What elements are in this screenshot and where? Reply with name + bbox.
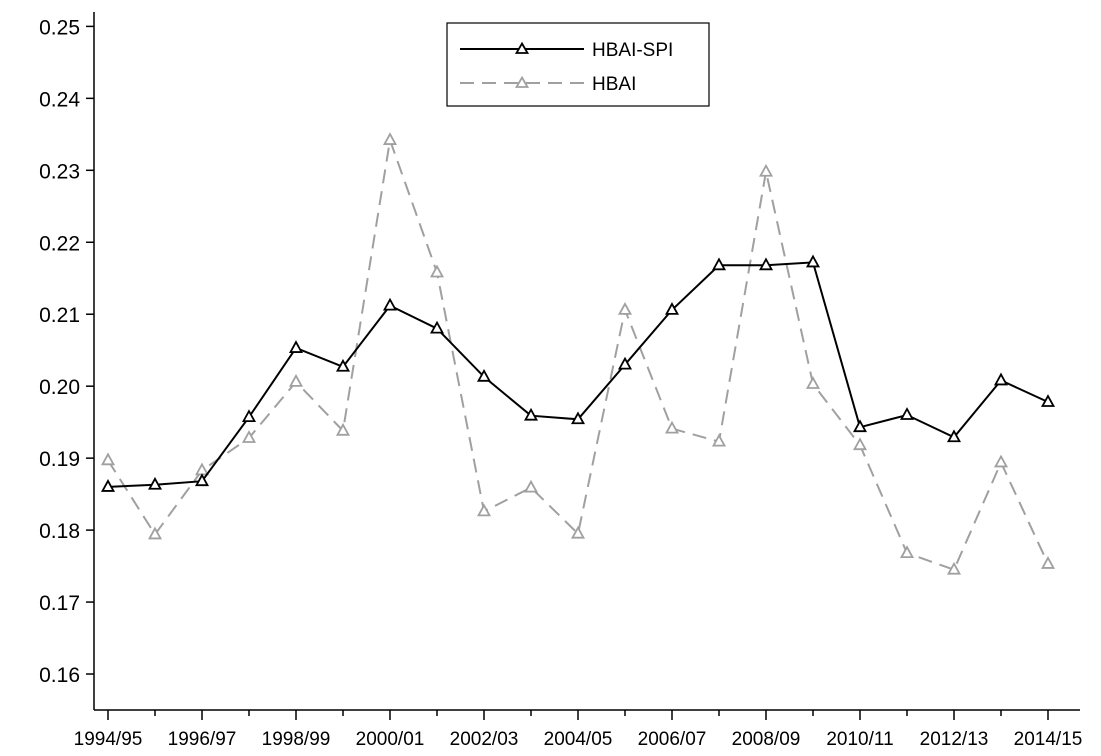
data-point-hbai xyxy=(664,420,680,434)
data-point-hbai-spi xyxy=(335,358,351,372)
x-ticks: 1994/95 1996/97 1998/99 2000/01 2002/03 2004/… xyxy=(74,710,1083,750)
data-point-hbai xyxy=(946,561,962,575)
data-point-hbai-spi xyxy=(476,368,492,382)
x-tick-label: 2002/03 xyxy=(450,729,519,750)
x-tick-label: 2000/01 xyxy=(356,729,425,750)
legend-marker-hbai-spi xyxy=(514,41,530,54)
data-point-hbai xyxy=(147,526,163,540)
x-tick-label: 2008/09 xyxy=(732,729,801,750)
data-point-hbai xyxy=(100,452,116,466)
x-tick-label: 2006/07 xyxy=(638,729,707,750)
x-tick-label: 2010/11 xyxy=(826,729,893,750)
y-tick-label: 0.17 xyxy=(39,592,80,615)
series-hbai-spi xyxy=(100,254,1056,492)
data-point-hbai-spi xyxy=(1040,394,1056,407)
data-point-hbai xyxy=(335,422,351,436)
data-point-hbai xyxy=(194,462,210,476)
data-point-hbai xyxy=(852,437,868,451)
y-tick-label: 0.25 xyxy=(39,16,80,39)
series-layer xyxy=(100,132,1056,575)
data-point-hbai xyxy=(476,503,492,517)
y-tick-label: 0.19 xyxy=(39,448,80,471)
data-point-hbai xyxy=(382,132,398,145)
data-point-hbai-spi xyxy=(711,257,727,271)
legend-label-hbai-spi: HBAI-SPI xyxy=(592,40,673,61)
x-tick-label: 1994/95 xyxy=(74,729,143,750)
legend-label-hbai: HBAI xyxy=(592,74,636,95)
y-tick-label: 0.16 xyxy=(39,664,80,687)
data-point-hbai-spi xyxy=(617,356,633,370)
x-tick-label: 2004/05 xyxy=(544,729,613,750)
y-tick-label: 0.23 xyxy=(39,160,80,183)
data-point-hbai-spi xyxy=(664,302,680,315)
data-point-hbai xyxy=(1040,556,1056,569)
data-point-hbai-spi xyxy=(852,419,868,433)
data-point-hbai-spi xyxy=(946,429,962,443)
data-point-hbai-spi xyxy=(194,473,210,487)
y-tick-label: 0.22 xyxy=(39,232,80,255)
data-point-hbai-spi xyxy=(758,257,774,271)
data-point-hbai-spi xyxy=(429,320,445,334)
y-tick-label: 0.21 xyxy=(39,304,80,327)
data-point-hbai-spi xyxy=(288,340,304,353)
data-point-hbai xyxy=(570,525,586,539)
axes xyxy=(93,12,1080,711)
data-point-hbai-spi xyxy=(899,407,915,420)
x-tick-label: 2012/13 xyxy=(920,729,989,750)
y-tick-label: 0.18 xyxy=(39,520,80,543)
data-point-hbai-spi xyxy=(805,254,821,268)
data-point-hbai xyxy=(288,374,304,387)
data-point-hbai-spi xyxy=(147,476,163,490)
data-point-hbai xyxy=(805,376,821,389)
data-point-hbai-spi xyxy=(100,479,116,492)
data-point-hbai xyxy=(523,479,539,493)
series-hbai xyxy=(100,132,1056,575)
data-point-hbai-spi xyxy=(382,297,398,311)
data-point-hbai xyxy=(711,433,727,447)
data-point-hbai xyxy=(241,430,257,443)
legend: HBAI-SPI HBAI xyxy=(446,22,710,107)
data-point-hbai xyxy=(617,302,633,315)
legend-box xyxy=(446,22,710,107)
data-point-hbai-spi xyxy=(523,407,539,421)
x-tick-label: 2014/15 xyxy=(1014,729,1083,750)
x-tick-label: 1996/97 xyxy=(168,729,237,750)
series-line-hbai xyxy=(107,139,1049,571)
data-point-hbai-spi xyxy=(570,411,586,425)
data-point-hbai-spi xyxy=(993,372,1009,386)
y-tick-label: 0.20 xyxy=(39,376,80,399)
x-tick-label: 1998/99 xyxy=(262,729,331,750)
data-point-hbai-spi xyxy=(241,409,257,423)
data-point-hbai xyxy=(899,545,915,559)
data-point-hbai xyxy=(993,454,1009,468)
series-line-hbai-spi xyxy=(107,261,1049,488)
y-ticks: 0.16 0.17 0.18 0.19 0.20 0.21 0.22 0.23 0.24 0.25 xyxy=(39,16,94,687)
data-point-hbai xyxy=(758,163,774,177)
legend-marker-hbai xyxy=(514,75,530,88)
y-tick-label: 0.24 xyxy=(39,88,80,111)
data-point-hbai xyxy=(429,264,445,278)
